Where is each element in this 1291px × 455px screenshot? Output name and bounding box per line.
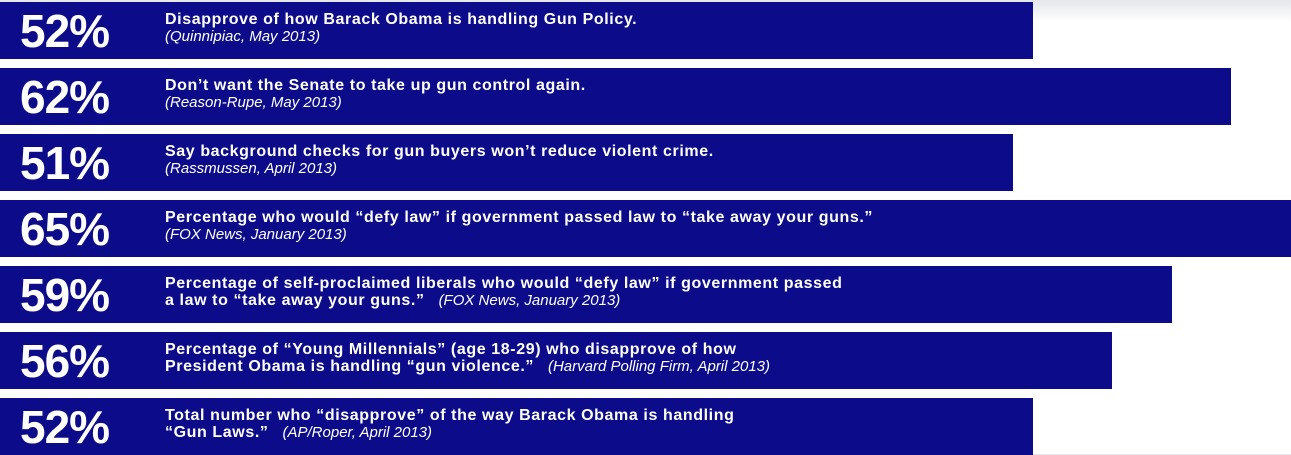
- source: (FOX News, January 2013): [438, 292, 621, 309]
- description-line: Total number who “disapprove” of the way…: [165, 407, 735, 424]
- value-label: 52%: [20, 401, 110, 453]
- description-line: Percentage of “Young Millennials” (age 1…: [165, 341, 737, 358]
- description-line: Say background checks for gun buyers won…: [165, 143, 714, 160]
- description-line: Disapprove of how Barack Obama is handli…: [165, 11, 638, 28]
- source: (Quinnipiac, May 2013): [165, 28, 321, 45]
- bar: [0, 266, 1172, 323]
- description-line: Percentage who would “defy law” if gover…: [165, 209, 874, 226]
- bar: [0, 200, 1291, 257]
- description-line: a law to “take away your guns.” (FOX News…: [165, 292, 621, 309]
- value-label: 51%: [20, 137, 110, 189]
- source: (Harvard Polling Firm, April 2013): [547, 358, 770, 375]
- source: (Reason-Rupe, May 2013): [165, 94, 342, 111]
- bar: [0, 2, 1033, 59]
- bar: [0, 332, 1113, 389]
- description: Total number who “disapprove” of the way…: [165, 407, 734, 441]
- description: Disapprove of how Barack Obama is handli…: [165, 11, 637, 45]
- value-label: 59%: [20, 269, 110, 321]
- description-line: President Obama is handling “gun violenc…: [165, 358, 770, 375]
- description-line: Don’t want the Senate to take up gun con…: [165, 77, 586, 94]
- value-label: 65%: [20, 203, 110, 255]
- description: Percentage of “Young Millennials” (age 1…: [165, 341, 770, 375]
- description: Say background checks for gun buyers won…: [165, 143, 714, 177]
- bar: [0, 134, 1013, 191]
- source: (Rassmussen, April 2013): [165, 160, 338, 177]
- description-line: “Gun Laws.” (AP/Roper, April 2013): [165, 424, 433, 441]
- source: (FOX News, January 2013): [165, 226, 347, 243]
- value-label: 62%: [20, 71, 110, 123]
- description: Don’t want the Senate to take up gun con…: [165, 77, 586, 111]
- description: Percentage of self-proclaimed liberals w…: [165, 275, 842, 309]
- description: Percentage who would “defy law” if gover…: [165, 209, 873, 243]
- bar: [0, 398, 1033, 455]
- value-label: 56%: [20, 335, 110, 387]
- source: (AP/Roper, April 2013): [282, 424, 433, 441]
- value-label: 52%: [20, 5, 110, 57]
- bar: [0, 68, 1232, 125]
- description-line: Percentage of self-proclaimed liberals w…: [165, 275, 843, 292]
